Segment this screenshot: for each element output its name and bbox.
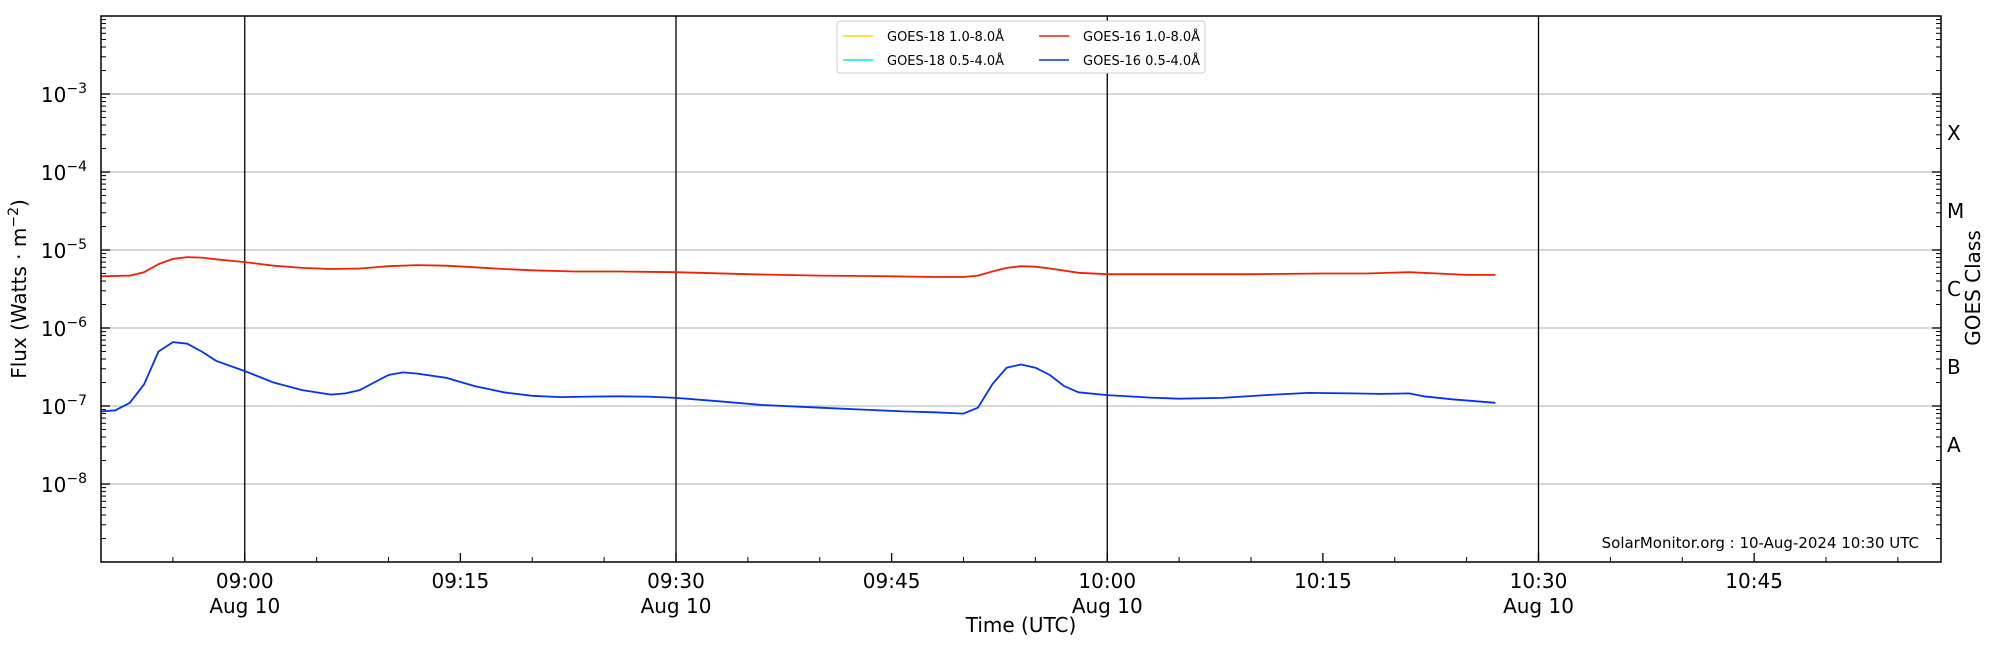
plot-frame [100,15,1942,563]
goes-class-label: A [1947,433,1961,457]
legend-label: GOES-18 0.5-4.0Å [887,53,1004,69]
legend: GOES-18 1.0-8.0Å GOES-18 0.5-4.0Å GOES-16 … [836,20,1206,74]
y-tick-label: 10−7 [41,393,87,419]
y-tick-label: 10−5 [41,237,87,263]
x-tick-date-label: Aug 10 [641,594,712,618]
y-tick-label: 10−4 [41,159,87,185]
y-tick-label: 10−8 [41,471,87,497]
goes-class-label: X [1947,121,1961,145]
series-line-goes16-long [100,256,1496,278]
legend-label: GOES-16 0.5-4.0Å [1083,53,1200,69]
legend-box [836,20,1206,74]
legend-label: GOES-18 1.0-8.0Å [887,29,1004,45]
x-tick-label: 09:15 [432,569,490,593]
x-tick-label: 10:00 [1078,569,1136,593]
goes-class-labels: A B C M X [1947,121,1964,457]
grid-layer [101,93,1941,485]
right-axis-title: GOES Class [1961,230,1985,346]
x-tick-label: 09:30 [647,569,705,593]
y-axis-title: Flux (Watts · m−2) [6,199,31,379]
x-tick-date-label: Aug 10 [1503,594,1574,618]
x-tick-date-label: Aug 10 [209,594,280,618]
x-axis-title: Time (UTC) [965,613,1077,637]
x-tick-label: 09:00 [216,569,274,593]
x-tick-label: 09:45 [863,569,921,593]
x-tick-date-label: Aug 10 [1072,594,1143,618]
goes-class-label: B [1947,355,1961,379]
y-tick-label: 10−6 [41,315,87,341]
x-tick-label: 10:15 [1294,569,1352,593]
legend-label: GOES-16 1.0-8.0Å [1083,29,1200,45]
x-tick-label: 10:30 [1510,569,1568,593]
x-tick-label: 10:45 [1725,569,1783,593]
y-tick-label: 10−3 [41,81,87,107]
day-boundary-lines [244,16,1540,562]
goes-class-label: M [1947,199,1964,223]
credit-text: SolarMonitor.org : 10-Aug-2024 10:30 UTC [1602,534,1919,552]
series-line-goes16-short [100,341,1496,415]
series-layer [100,256,1496,415]
goes-class-label: C [1947,277,1961,301]
